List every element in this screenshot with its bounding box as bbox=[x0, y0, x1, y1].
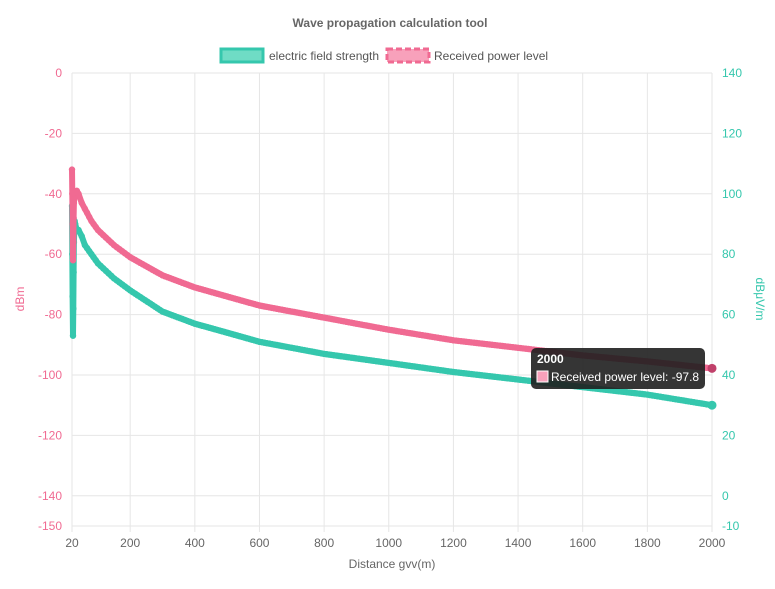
y-right-tick-label: 80 bbox=[722, 247, 736, 261]
legend-label-electric-field-strength: electric field strength bbox=[269, 49, 379, 63]
x-tick-label: 1600 bbox=[569, 536, 596, 550]
y-left-tick-label: -40 bbox=[45, 187, 63, 201]
y-axis-right-title: dBμV/m bbox=[753, 278, 767, 321]
legend: electric field strength Received power l… bbox=[219, 47, 548, 64]
data-point[interactable] bbox=[68, 166, 76, 173]
x-tick-label: 1200 bbox=[440, 536, 467, 550]
y-right-tick-label: 120 bbox=[722, 126, 742, 140]
tooltip-box bbox=[531, 348, 705, 389]
y-left-tick-label: -140 bbox=[38, 489, 62, 503]
legend-item-received-power-level[interactable]: Received power level bbox=[385, 47, 548, 64]
data-point[interactable] bbox=[69, 332, 77, 339]
data-point[interactable] bbox=[70, 214, 77, 222]
tooltip-label: Received power level: -97.8 bbox=[551, 370, 699, 384]
x-tick-label: 20 bbox=[65, 536, 79, 550]
y-left-tick-label: -120 bbox=[38, 428, 62, 442]
x-tick-label: 2000 bbox=[699, 536, 726, 550]
legend-swatch-received-power-level bbox=[385, 47, 431, 64]
data-point[interactable] bbox=[78, 199, 85, 207]
x-axis-title: Distance gvv(m) bbox=[349, 557, 436, 571]
data-point[interactable] bbox=[70, 269, 77, 276]
tooltip: 2000 Received power level: -97.8 bbox=[531, 348, 705, 389]
end-data-point[interactable] bbox=[707, 400, 717, 410]
tooltip-swatch bbox=[536, 370, 549, 383]
y-left-tick-label: 0 bbox=[55, 66, 62, 80]
y-right-tick-label: -10 bbox=[722, 519, 740, 533]
y-right-tick-label: 20 bbox=[722, 428, 736, 442]
series-line-received-power-level bbox=[69, 166, 715, 372]
y-right-tick-label: 140 bbox=[722, 66, 742, 80]
chart-title: Wave propagation calculation tool bbox=[293, 16, 488, 30]
y-right-tick-label: 60 bbox=[722, 308, 736, 322]
y-left-tick-label: -100 bbox=[38, 368, 62, 382]
series-received-power-level bbox=[68, 166, 716, 372]
legend-item-electric-field-strength[interactable]: electric field strength bbox=[219, 47, 379, 64]
y-left-tick-label: -150 bbox=[38, 519, 62, 533]
axis-ticks: 0-20-40-60-80-100-120-140-15014012010080… bbox=[38, 66, 742, 550]
legend-label-received-power-level: Received power level bbox=[434, 49, 548, 63]
data-point[interactable] bbox=[78, 232, 85, 240]
y-right-tick-label: 0 bbox=[722, 489, 729, 503]
y-left-tick-label: -80 bbox=[45, 308, 63, 322]
data-point[interactable] bbox=[70, 305, 77, 312]
x-tick-label: 800 bbox=[314, 536, 334, 550]
x-tick-label: 600 bbox=[249, 536, 269, 550]
y-right-tick-label: 40 bbox=[722, 368, 736, 382]
x-tick-label: 1000 bbox=[375, 536, 402, 550]
hovered-data-point[interactable] bbox=[707, 363, 717, 373]
data-point[interactable] bbox=[75, 226, 82, 234]
data-point[interactable] bbox=[70, 238, 77, 246]
grid bbox=[71, 72, 713, 532]
x-tick-label: 1400 bbox=[505, 536, 532, 550]
data-point[interactable] bbox=[69, 257, 77, 264]
y-axis-left-title: dBm bbox=[13, 287, 27, 312]
data-point[interactable] bbox=[70, 199, 78, 207]
y-left-tick-label: -60 bbox=[45, 247, 63, 261]
y-right-tick-label: 100 bbox=[722, 187, 742, 201]
plot-area bbox=[68, 166, 717, 410]
x-tick-label: 400 bbox=[185, 536, 205, 550]
tooltip-title: 2000 bbox=[537, 352, 564, 366]
x-tick-label: 200 bbox=[120, 536, 140, 550]
data-point[interactable] bbox=[75, 190, 82, 197]
data-point[interactable] bbox=[69, 220, 76, 228]
y-left-tick-label: -20 bbox=[45, 126, 63, 140]
data-point[interactable] bbox=[69, 293, 76, 300]
x-tick-label: 1800 bbox=[634, 536, 661, 550]
legend-swatch-electric-field-strength bbox=[219, 47, 265, 64]
